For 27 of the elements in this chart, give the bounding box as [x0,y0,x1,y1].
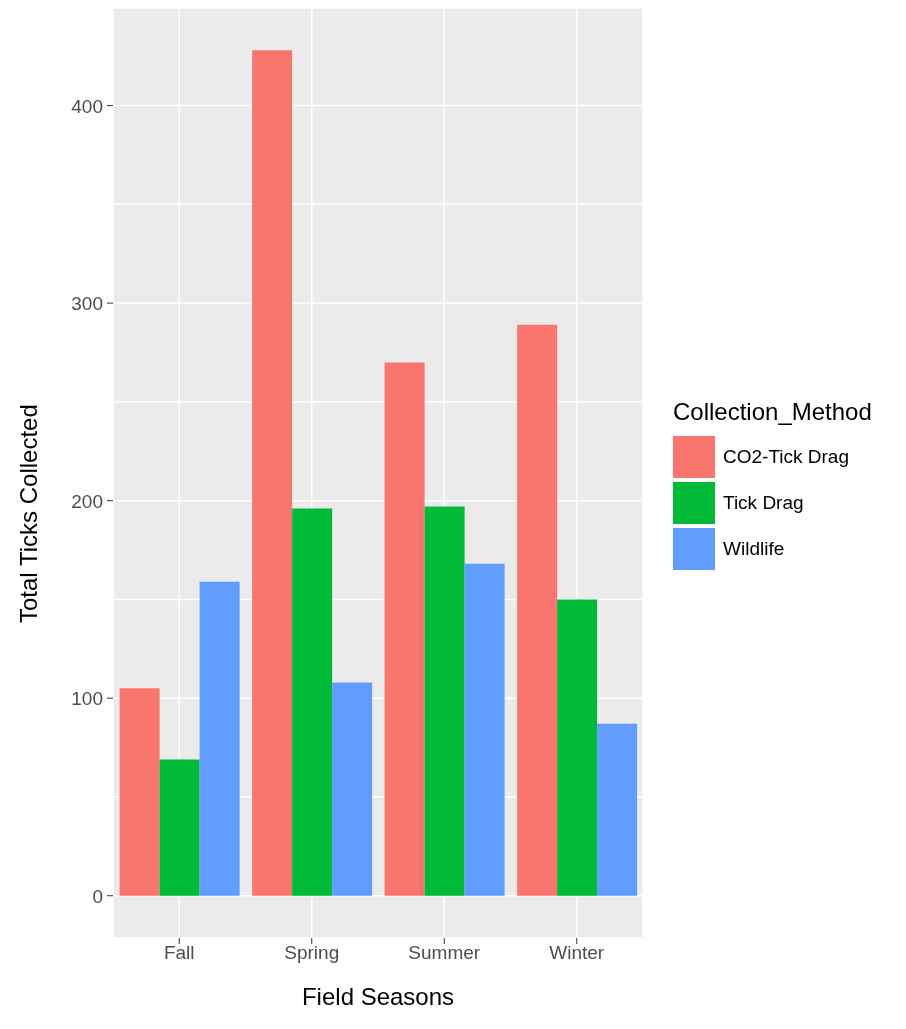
bar [199,581,240,896]
legend-label: Tick Drag [723,492,804,514]
x-tick-label: Fall [163,942,195,964]
y-tick-label: 300 [71,293,103,315]
bar [119,688,160,896]
bar [424,506,465,896]
bar [332,682,373,896]
legend-title: Collection_Method [673,398,872,426]
bar [159,759,200,896]
y-tick-label: 400 [71,95,103,117]
legend-label: CO2-Tick Drag [723,446,849,468]
bar [464,563,505,896]
bar [384,362,425,896]
bar [597,723,638,896]
bar [252,50,293,896]
y-tick-label: 200 [71,490,103,512]
bar [557,599,598,896]
legend-label: Wildlife [723,538,785,560]
x-tick-label: Summer [408,942,481,964]
x-axis-title: Field Seasons [301,983,455,1010]
bar [292,508,333,896]
y-axis-title: Total Ticks Collected [14,404,42,623]
bar [517,324,558,896]
x-tick-label: Spring [284,942,340,964]
y-tick-label: 100 [71,688,103,710]
x-tick-label: Winter [549,942,605,964]
y-tick-label: 0 [92,885,103,907]
